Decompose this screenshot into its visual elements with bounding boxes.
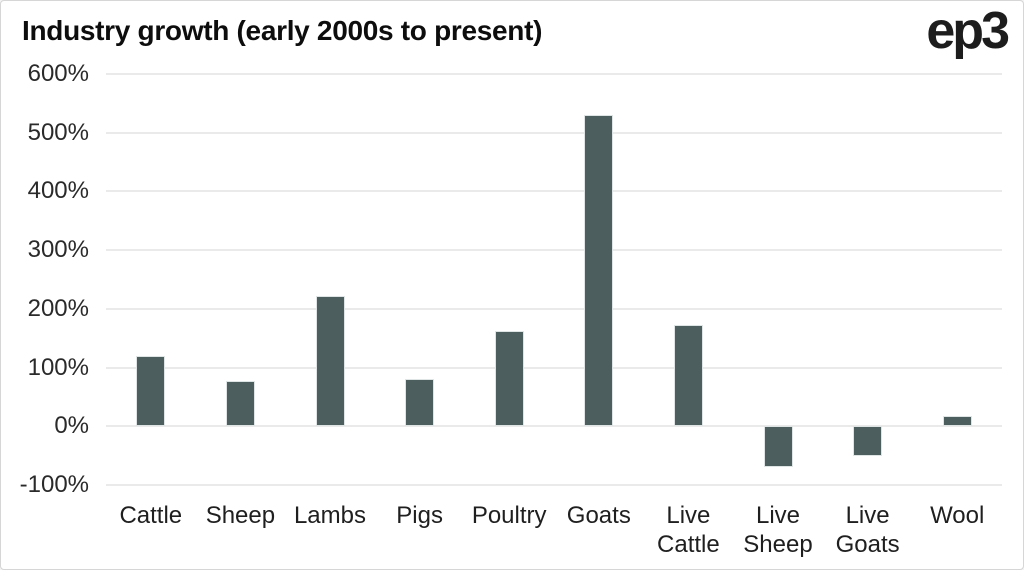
x-axis-tick-label: Sheep <box>205 502 276 529</box>
bar-live-goats <box>853 426 883 457</box>
gridline <box>106 190 1002 193</box>
y-axis-tick-label: 200% <box>27 294 89 322</box>
ep3-logo: ep3 <box>926 2 1010 60</box>
y-axis-tick-label: 100% <box>27 353 89 381</box>
y-axis-tick-label: 300% <box>27 236 89 264</box>
y-axis-tick-label: 0% <box>54 412 89 440</box>
bar-goats <box>584 115 614 427</box>
x-axis-tick-label: Pigs <box>396 502 443 529</box>
bar-live-cattle <box>673 325 703 427</box>
gridline <box>106 307 1002 310</box>
bar-lambs <box>315 295 345 427</box>
x-axis-tick-label: Live Cattle <box>657 502 720 558</box>
y-axis-tick-label: 500% <box>27 118 89 146</box>
y-axis-tick-label: 400% <box>27 177 89 205</box>
x-axis-tick-label: Live Sheep <box>743 502 813 558</box>
x-axis-tick-label: Cattle <box>119 502 183 529</box>
bar-pigs <box>405 378 435 427</box>
bar-poultry <box>494 331 524 427</box>
bar-sheep <box>225 381 255 427</box>
y-axis-tick-label: -100% <box>19 471 89 498</box>
x-axis-tick-label: Wool <box>930 502 985 529</box>
x-axis-tick-label: Poultry <box>471 502 547 529</box>
bar-live-sheep <box>763 426 793 467</box>
x-axis-tick-label: Live Goats <box>835 502 900 558</box>
gridline <box>106 131 1002 134</box>
x-axis-tick-label: Goats <box>566 502 631 529</box>
gridline <box>106 73 1002 75</box>
chart-title: Industry growth (early 2000s to present) <box>22 15 543 46</box>
gridline <box>106 366 1002 369</box>
y-axis-tick-label: 600% <box>27 60 89 87</box>
gridline <box>106 425 1002 428</box>
bar-cattle <box>136 355 166 427</box>
gridline <box>106 484 1002 486</box>
bar-wool <box>942 415 972 427</box>
gridline <box>106 249 1002 252</box>
x-axis-tick-label: Lambs <box>293 502 366 529</box>
